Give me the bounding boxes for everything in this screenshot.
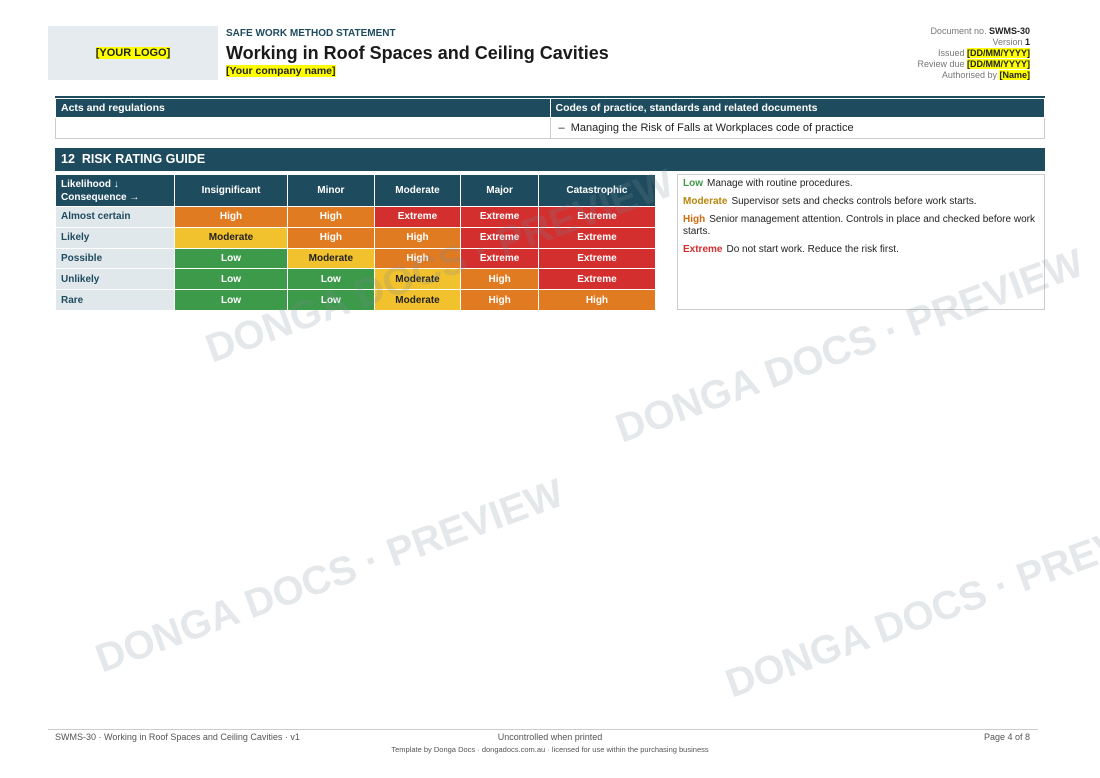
- footer-center: Uncontrolled when printed: [497, 732, 603, 742]
- risk-cell: Low: [287, 268, 375, 291]
- matrix-row: Unlikely Low Low Moderate High Extreme: [55, 268, 657, 291]
- section-title: RISK RATING GUIDE: [81, 152, 206, 166]
- corner: Likelihood ↓ Consequence →: [55, 174, 175, 207]
- corner-line: Consequence →: [61, 191, 140, 203]
- likelihood: Possible: [55, 247, 175, 270]
- company: [Your company name]: [226, 65, 336, 77]
- rule: [55, 96, 1045, 98]
- acts-cell: [55, 117, 551, 139]
- meta-row: Authorised by [Name]: [917, 70, 1030, 81]
- risk-matrix: Likelihood ↓ Consequence → Insignificant Mi…: [55, 174, 657, 311]
- risk-cell: Extreme: [537, 226, 657, 249]
- footer-rule: [48, 729, 1038, 730]
- risk-cell: Extreme: [460, 226, 539, 249]
- legend-item: High Senior management attention. Control…: [683, 214, 1039, 238]
- likelihood: Likely: [55, 226, 175, 249]
- title: Working in Roof Spaces and Ceiling Cavit…: [226, 43, 609, 63]
- consequence: Catastrophic: [537, 174, 657, 207]
- likelihood: Unlikely: [55, 268, 175, 291]
- legend-level: Extreme: [683, 244, 723, 255]
- meta-row: Issued [DD/MM/YYYY]: [917, 48, 1030, 59]
- meta-value: SWMS-30: [988, 26, 1030, 36]
- risk-cell: High: [460, 289, 539, 311]
- risk-cell: High: [373, 247, 462, 270]
- legend-text: Senior management attention. Controls in…: [683, 214, 1035, 237]
- code-item: Managing the Risk of Falls at Workplaces…: [559, 122, 1037, 134]
- meta-label: Authorised by: [941, 70, 997, 80]
- legend-text: Do not start work. Reduce the risk first…: [726, 244, 899, 255]
- ref-header: Acts and regulations: [55, 98, 551, 118]
- risk-cell: Low: [173, 247, 289, 270]
- meta-label: Version: [992, 37, 1023, 47]
- risk-cell: Extreme: [460, 206, 539, 228]
- meta-value: [Name]: [999, 70, 1030, 80]
- footer-left: SWMS-30 · Working in Roof Spaces and Cei…: [55, 732, 300, 742]
- risk-cell: Extreme: [373, 206, 462, 228]
- meta-row: Review due [DD/MM/YYYY]: [917, 59, 1030, 70]
- legend-item: Extreme Do not start work. Reduce the ris…: [683, 244, 1039, 256]
- consequence: Major: [460, 174, 539, 207]
- meta-value: [DD/MM/YYYY]: [967, 59, 1030, 69]
- risk-cell: High: [287, 206, 375, 228]
- footer-right: Page 4 of 8: [983, 732, 1030, 742]
- consequence: Insignificant: [173, 174, 289, 207]
- risk-cell: Moderate: [373, 268, 462, 291]
- footer-sub: Template by Donga Docs · dongadocs.com.a…: [391, 745, 709, 754]
- ref-header: Codes of practice, standards and related…: [549, 98, 1045, 118]
- legend-item: Low Manage with routine procedures.: [683, 178, 1039, 190]
- legend-text: Supervisor sets and checks controls befo…: [731, 196, 977, 207]
- risk-cell: Moderate: [173, 226, 289, 249]
- watermark: DONGA DOCS · PREVIEW: [90, 471, 570, 682]
- risk-cell: High: [460, 268, 539, 291]
- matrix-header: Likelihood ↓ Consequence → Insignificant Mi…: [55, 174, 657, 207]
- risk-cell: Low: [173, 268, 289, 291]
- consequence: Moderate: [373, 174, 462, 207]
- legend-item: Moderate Supervisor sets and checks contr…: [683, 196, 1039, 208]
- legend-text: Manage with routine procedures.: [707, 178, 853, 189]
- matrix-row: Possible Low Moderate High Extreme Extreme: [55, 247, 657, 270]
- legend-level: Low: [683, 178, 703, 189]
- consequence: Minor: [287, 174, 375, 207]
- risk-cell: High: [537, 289, 657, 311]
- meta-row: Document no. SWMS-30: [917, 26, 1030, 37]
- risk-cell: Low: [173, 289, 289, 311]
- meta-value: 1: [1024, 37, 1030, 47]
- kicker: SAFE WORK METHOD STATEMENT: [226, 28, 396, 39]
- likelihood: Almost certain: [55, 206, 175, 228]
- section-bar: 12 RISK RATING GUIDE: [55, 148, 1045, 171]
- meta: Document no. SWMS-30 Version 1 Issued [DD/…: [917, 26, 1030, 81]
- matrix-row: Likely Moderate High High Extreme Extreme: [55, 226, 657, 249]
- legend-level: Moderate: [683, 196, 728, 207]
- risk-cell: High: [373, 226, 462, 249]
- risk-cell: High: [287, 226, 375, 249]
- risk-cell: Low: [287, 289, 375, 311]
- risk-cell: High: [173, 206, 289, 228]
- risk-cell: Extreme: [460, 247, 539, 270]
- logo-box: [YOUR LOGO]: [48, 26, 218, 80]
- matrix-row: Almost certain High High Extreme Extreme Extr…: [55, 206, 657, 228]
- matrix-row: Rare Low Low Moderate High High: [55, 289, 657, 311]
- watermark: DONGA DOCS · PREVIEW: [720, 496, 1100, 707]
- section-number: 12: [61, 152, 75, 166]
- meta-label: Issued: [937, 48, 965, 58]
- meta-row: Version 1: [917, 37, 1030, 48]
- meta-label: Review due: [917, 59, 965, 69]
- codes-cell: Managing the Risk of Falls at Workplaces…: [549, 117, 1045, 139]
- risk-cell: Moderate: [373, 289, 462, 311]
- corner-line: Likelihood ↓: [61, 178, 119, 190]
- references: Acts and regulations Codes of practice, s…: [55, 98, 1045, 139]
- legend: Low Manage with routine procedures. Modera…: [677, 174, 1045, 310]
- risk-cell: Extreme: [537, 206, 657, 228]
- logo: [YOUR LOGO]: [95, 47, 171, 59]
- likelihood: Rare: [55, 289, 175, 311]
- meta-label: Document no.: [930, 26, 987, 36]
- legend-level: High: [683, 214, 706, 225]
- risk-cell: Extreme: [537, 247, 657, 270]
- meta-value: [DD/MM/YYYY]: [967, 48, 1030, 58]
- risk-cell: Extreme: [537, 268, 657, 291]
- risk-cell: Moderate: [287, 247, 375, 270]
